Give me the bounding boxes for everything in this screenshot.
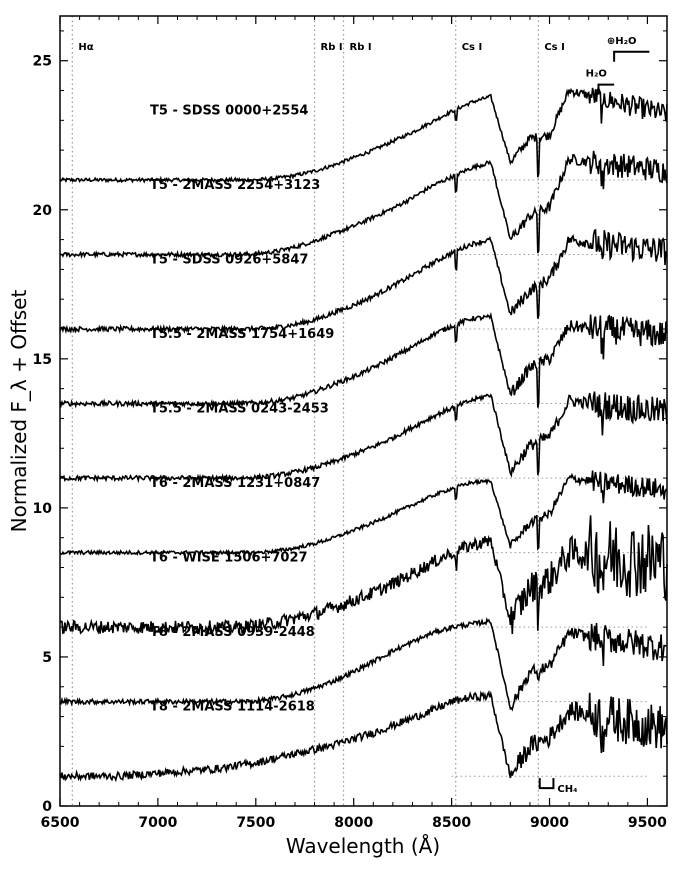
series-label-0: T5 - SDSS 0000+2554 [150, 103, 308, 118]
series-line-3 [59, 311, 668, 409]
y-axis-ticks: 0 5 10 15 20 25 [33, 30, 667, 815]
series-line-2 [59, 228, 668, 335]
x-tick-label-5: 9000 [530, 815, 569, 831]
series-label-8: T8 - 2MASS 1114-2618 [150, 700, 315, 715]
series-label-3: T5.5 - 2MASS 1754+1649 [150, 327, 334, 342]
series-line-6 [59, 515, 668, 637]
series-label-1: T5 - 2MASS 2254+3123 [150, 178, 320, 193]
plot-frame [59, 15, 668, 807]
series-label-6: T6 - WISE 1506+7027 [150, 551, 308, 566]
series-line-7 [59, 617, 668, 712]
band-bracket-0 [613, 50, 650, 62]
spectral-line-markers [71, 16, 539, 806]
series-line-0 [59, 87, 668, 184]
band-label-0: ⊕H₂O [607, 36, 637, 47]
x-axis-ticks: 6500 7000 7500 8000 8500 9000 9500 [41, 16, 668, 831]
series-label-7: T8 - 2MASS 0939-2448 [150, 625, 315, 640]
series-line-4 [59, 391, 668, 484]
series-label-4: T5.5 - 2MASS 0243-2453 [150, 401, 329, 416]
spectral-line-label-4: Cs I [544, 42, 565, 53]
series-line-5 [59, 470, 668, 557]
y-tick-label-2: 10 [33, 501, 53, 517]
spectral-line-label-0: Hα [78, 42, 93, 53]
x-tick-label-2: 7500 [236, 815, 275, 831]
x-axis-label: Wavelength (Å) [286, 834, 440, 858]
spectral-line-label-3: Cs I [462, 42, 483, 53]
x-tick-label-6: 9500 [628, 815, 667, 831]
spectral-line-label-2: Rb I [350, 42, 372, 53]
series-line-8 [59, 690, 668, 783]
y-tick-label-3: 15 [33, 352, 52, 368]
band-bracket-2 [538, 778, 555, 790]
y-tick-label-1: 5 [42, 650, 52, 666]
band-label-1: H₂O [586, 69, 607, 80]
series-lines [59, 87, 668, 783]
series-labels: T5 - SDSS 0000+2554 T5 - 2MASS 2254+3123 T… [150, 103, 334, 714]
x-tick-label-0: 6500 [41, 815, 80, 831]
series-line-1 [59, 150, 668, 259]
band-bracket-1 [597, 83, 615, 95]
spectral-line-label-1: Rb I [321, 42, 343, 53]
series-label-2: T5 - SDSS 0926+5847 [150, 252, 308, 267]
x-tick-label-3: 8000 [334, 815, 373, 831]
band-label-2: CH₄ [557, 784, 577, 795]
x-tick-label-1: 7000 [138, 815, 177, 831]
band-labels: ⊕H₂O H₂O CH₄ [538, 36, 650, 795]
y-tick-label-5: 25 [33, 54, 52, 70]
spectral-line-labels: Hα Rb I Rb I Cs I Cs I [78, 42, 565, 53]
y-tick-label-0: 0 [42, 799, 52, 815]
y-tick-label-4: 20 [33, 203, 53, 219]
series-label-5: T6 - 2MASS 1231+0847 [150, 476, 320, 491]
y-axis-label: Normalized F_λ + Offset [7, 290, 31, 533]
x-tick-label-4: 8500 [432, 815, 471, 831]
